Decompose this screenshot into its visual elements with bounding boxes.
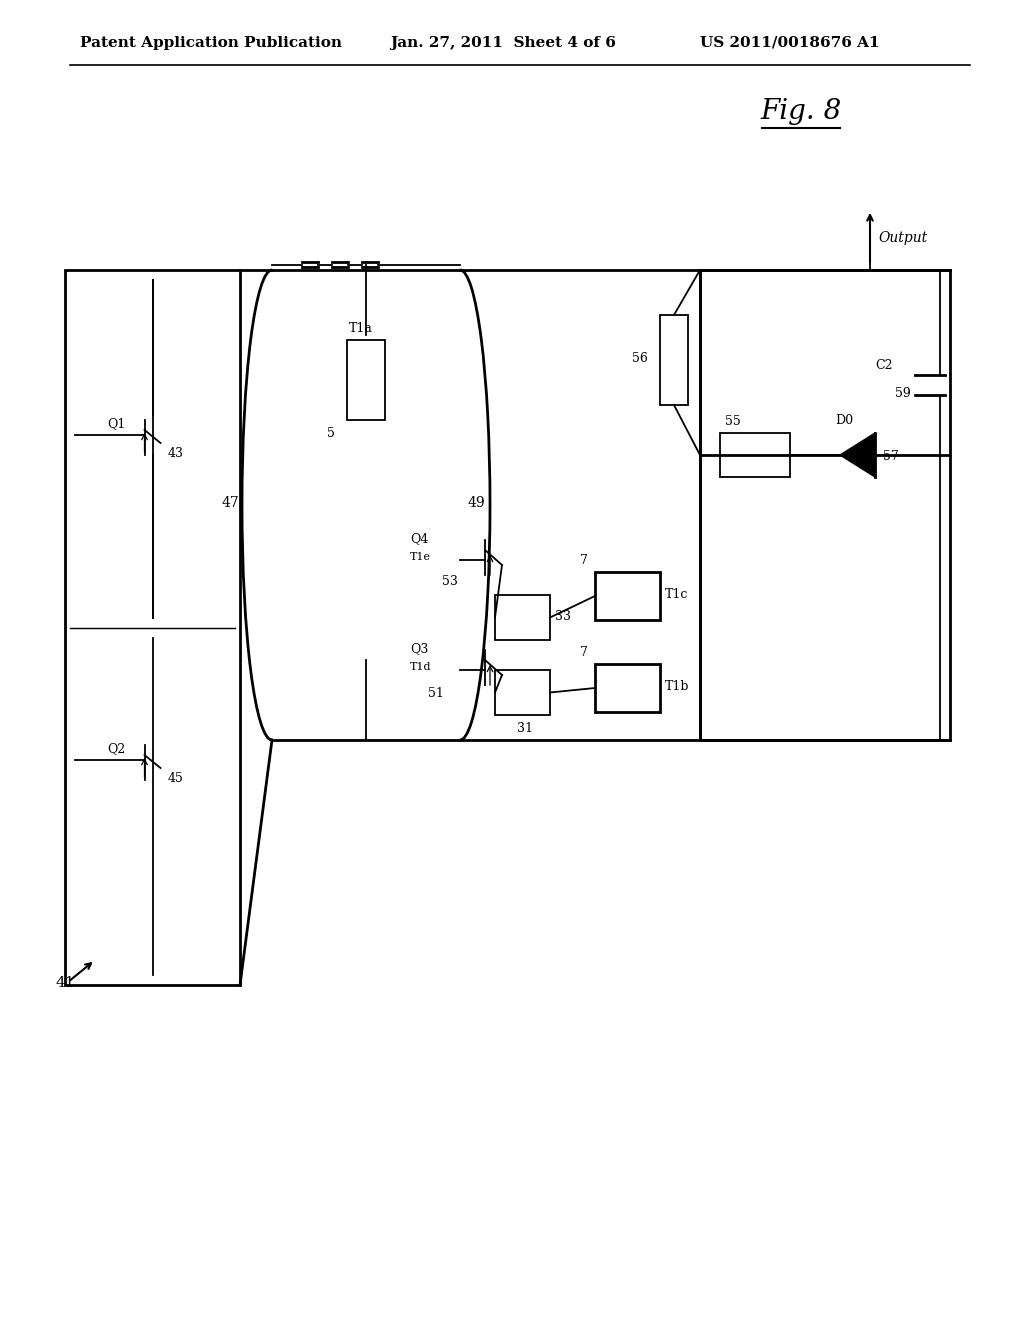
Text: Q2: Q2 [108,742,126,755]
Text: 59: 59 [895,387,910,400]
Text: 47: 47 [222,496,240,510]
Text: 53: 53 [442,576,458,587]
Text: D0: D0 [835,414,853,426]
Text: T1b: T1b [665,680,689,693]
Polygon shape [840,433,874,477]
Bar [660,315,688,405]
Bar [347,341,385,420]
Bar [720,433,790,477]
Text: T1a: T1a [349,322,373,335]
Text: 7: 7 [580,554,588,568]
Text: T1e: T1e [410,552,431,562]
Bar [595,664,660,711]
Text: Q1: Q1 [108,417,126,430]
Bar [495,595,550,640]
Bar [495,671,550,715]
Bar [65,271,240,985]
Text: 43: 43 [168,447,183,459]
Text: US 2011/0018676 A1: US 2011/0018676 A1 [700,36,880,50]
Text: 33: 33 [555,610,571,623]
Text: 45: 45 [168,772,183,785]
Text: 56: 56 [632,352,648,366]
Bar [595,572,660,620]
Text: 55: 55 [725,414,740,428]
Text: T1c: T1c [665,587,688,601]
Text: Patent Application Publication: Patent Application Publication [80,36,342,50]
Text: 31: 31 [517,722,534,735]
Text: 41: 41 [55,975,75,990]
Text: T1d: T1d [410,663,431,672]
Text: Q3: Q3 [410,642,428,655]
Text: 57: 57 [883,450,899,463]
Text: 49: 49 [468,496,485,510]
Text: 7: 7 [580,645,588,659]
Text: Fig. 8: Fig. 8 [760,98,842,125]
Text: Jan. 27, 2011  Sheet 4 of 6: Jan. 27, 2011 Sheet 4 of 6 [390,36,615,50]
Text: 5: 5 [327,426,335,440]
Text: C2: C2 [874,359,893,372]
Text: 51: 51 [428,686,443,700]
Text: Q4: Q4 [410,532,428,545]
Text: Output: Output [878,231,928,246]
